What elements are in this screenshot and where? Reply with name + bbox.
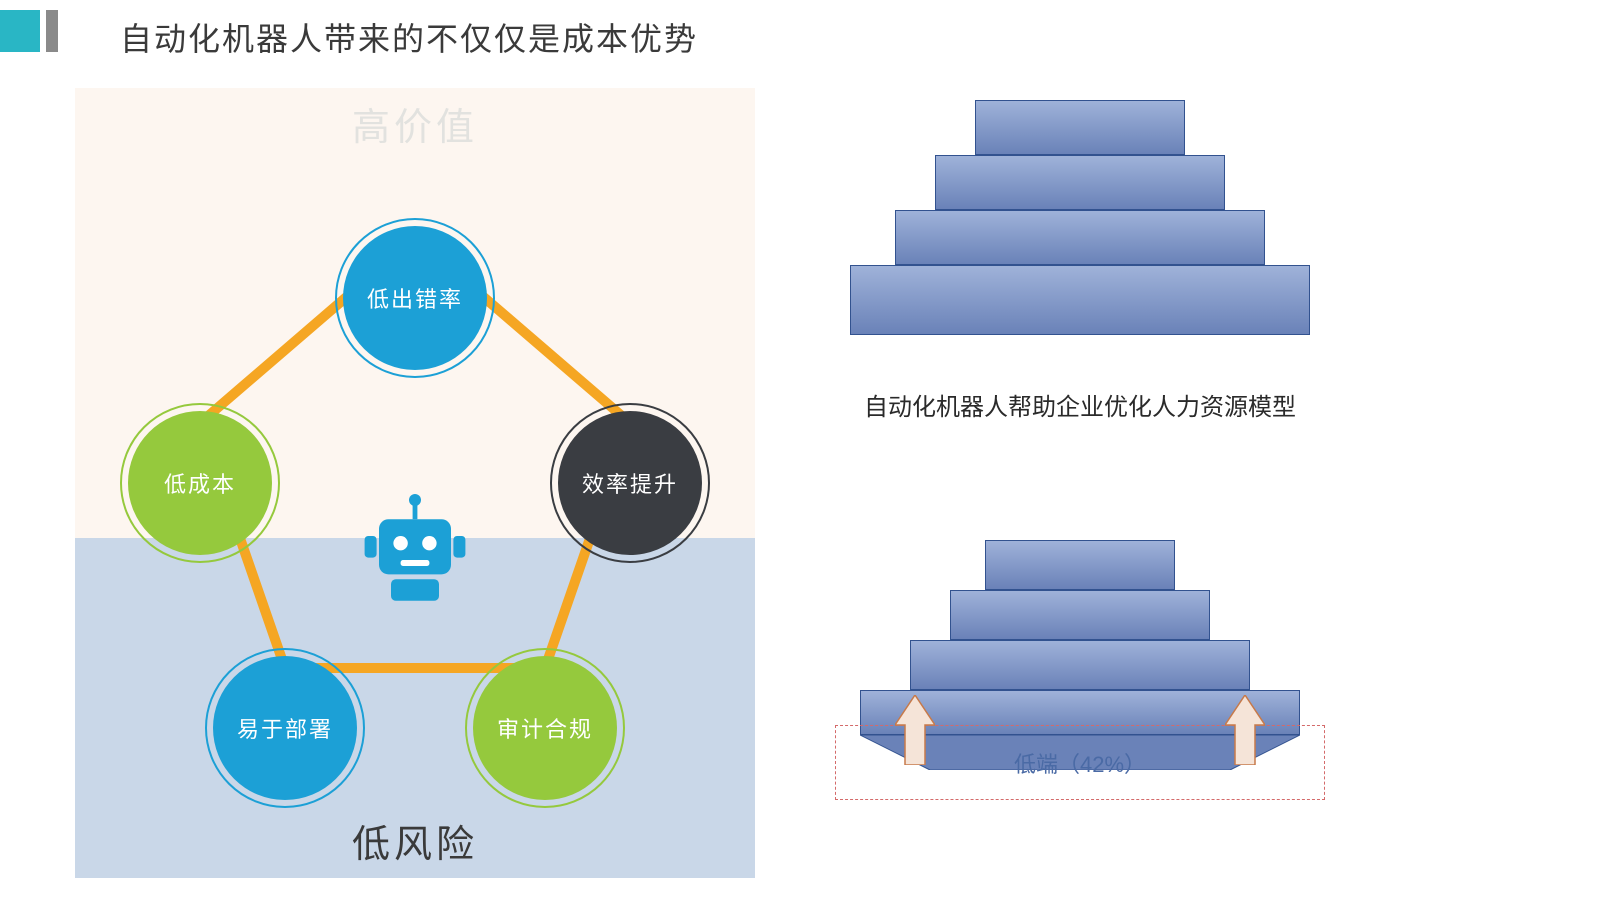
accent-bars: [0, 10, 58, 52]
node-label-3: 易于部署: [237, 712, 333, 744]
node-label-0: 低出错率: [367, 282, 463, 314]
robot-icon: [355, 488, 475, 608]
label-low-risk: 低风险: [75, 813, 755, 868]
node-0: 低出错率: [343, 226, 487, 370]
pyramid-layer: [910, 640, 1250, 690]
slide-title: 自动化机器人带来的不仅仅是成本优势: [120, 14, 698, 60]
watermark-high-value: 高价值: [75, 96, 755, 151]
right-caption: 自动化机器人帮助企业优化人力资源模型: [840, 390, 1320, 426]
pyramid-layer: [975, 100, 1185, 155]
right-pyramid-panel: 自动化机器人帮助企业优化人力资源模型 低端（42%）: [840, 100, 1320, 860]
node-3: 易于部署: [213, 656, 357, 800]
arrow-up-left-icon: [895, 695, 935, 765]
node-label-2: 审计合规: [497, 712, 593, 744]
pyramid-layer: [985, 540, 1175, 590]
pyramid-layer: [950, 590, 1210, 640]
node-2: 审计合规: [473, 656, 617, 800]
node-label-1: 效率提升: [582, 467, 678, 499]
arrow-up-right-icon: [1225, 695, 1265, 765]
node-4: 低成本: [128, 411, 272, 555]
node-label-4: 低成本: [164, 467, 236, 499]
accent-bar-primary: [0, 10, 40, 52]
pyramid-layer: [935, 155, 1225, 210]
accent-bar-secondary: [46, 10, 58, 52]
left-diagram-panel: 高价值 低出错率效率提升审计合规 易于部署 低成本 低风险: [75, 88, 755, 878]
low-end-label: 低端（42%）: [1014, 747, 1146, 779]
pyramid-layer: [895, 210, 1265, 265]
node-1: 效率提升: [558, 411, 702, 555]
pyramid-layer: [850, 265, 1310, 335]
